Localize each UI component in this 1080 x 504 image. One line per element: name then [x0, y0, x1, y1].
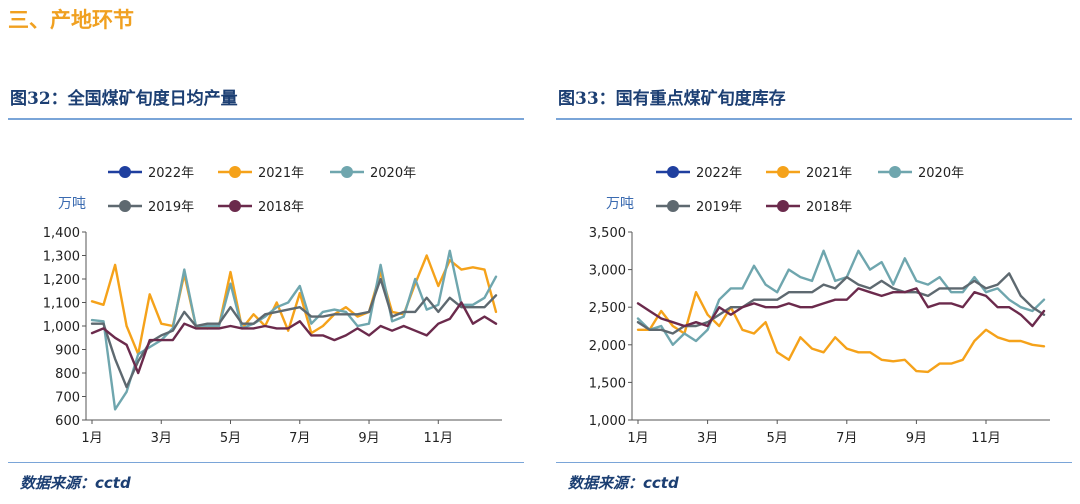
- y-tick-label: 3,500: [589, 226, 626, 241]
- y-axis-unit: 万吨: [58, 196, 86, 212]
- y-tick-label: 1,200: [43, 273, 80, 288]
- title-divider: [8, 118, 524, 120]
- legend-marker: [229, 166, 241, 178]
- x-tick-label: 7月: [836, 431, 857, 446]
- series-line: [90, 254, 498, 356]
- legend-marker: [777, 200, 789, 212]
- x-tick-label: 7月: [289, 431, 310, 446]
- chart-panel-inventory: 图33：国有重点煤矿旬度库存 2022年 2021年 2020年 2019年 2018年…: [556, 84, 1072, 494]
- chart-panel-production: 图32：全国煤矿旬度日均产量 2022年 2021年 2020年 2019年 2018年…: [8, 84, 524, 494]
- y-tick-label: 900: [55, 344, 80, 359]
- series-line: [90, 249, 498, 411]
- x-tick-label: 11月: [424, 431, 454, 446]
- y-tick-label: 700: [55, 391, 80, 406]
- x-tick-label: 3月: [697, 431, 718, 446]
- y-tick-label: 2,500: [589, 301, 626, 316]
- legend-marker: [119, 166, 131, 178]
- x-tick-label: 5月: [767, 431, 788, 446]
- data-source: 数据来源：cctd: [20, 474, 131, 492]
- series-line: [636, 249, 1046, 347]
- x-tick-label: 9月: [906, 431, 927, 446]
- legend-marker: [889, 166, 901, 178]
- data-source: 数据来源：cctd: [568, 474, 679, 492]
- inventory-line-chart: 2022年 2021年 2020年 2019年 2018年 万吨 1,000 1,500 2,0…: [589, 166, 1050, 446]
- x-tick-label: 1月: [627, 431, 648, 446]
- legend-label: 2020年: [370, 166, 416, 181]
- series-line: [90, 277, 498, 389]
- x-tick-label: 1月: [81, 431, 102, 446]
- legend-item: 2018年: [766, 200, 852, 215]
- y-tick-label: 1,100: [43, 297, 80, 312]
- title-divider: [556, 118, 1072, 120]
- y-tick-label: 3,000: [589, 264, 626, 279]
- chart-title: 图32：全国煤矿旬度日均产量: [10, 89, 238, 109]
- legend-item: 2019年: [656, 200, 742, 215]
- y-tick-label: 1,400: [43, 226, 80, 241]
- chart-title: 图33：国有重点煤矿旬度库存: [558, 89, 786, 109]
- legend-marker: [229, 200, 241, 212]
- legend-marker: [119, 200, 131, 212]
- legend-item: 2018年: [218, 200, 304, 215]
- bottom-divider: [8, 462, 524, 463]
- legend-label: 2019年: [696, 200, 742, 215]
- x-tick-label: 11月: [971, 431, 1001, 446]
- legend-label: 2022年: [696, 166, 742, 181]
- legend-label: 2021年: [258, 166, 304, 181]
- legend-item: 2020年: [330, 166, 416, 181]
- x-tick-label: 3月: [151, 431, 172, 446]
- y-tick-label: 2,000: [589, 339, 626, 354]
- y-tick-label: 1,000: [589, 414, 626, 429]
- legend-marker: [341, 166, 353, 178]
- y-tick-label: 1,300: [43, 250, 80, 265]
- y-tick-label: 800: [55, 367, 80, 382]
- legend-marker: [667, 166, 679, 178]
- legend-item: 2021年: [766, 166, 852, 181]
- x-tick-label: 9月: [358, 431, 379, 446]
- legend-label: 2020年: [918, 166, 964, 181]
- y-axis-unit: 万吨: [606, 196, 634, 212]
- x-tick-label: 5月: [220, 431, 241, 446]
- legend-label: 2022年: [148, 166, 194, 181]
- y-tick-label: 1,000: [43, 320, 80, 335]
- y-tick-label: 600: [55, 414, 80, 429]
- legend-marker: [777, 166, 789, 178]
- bottom-divider: [556, 462, 1072, 463]
- y-tick-label: 1,500: [589, 376, 626, 391]
- series-line: [636, 272, 1046, 335]
- legend-item: 2022年: [108, 166, 194, 181]
- legend-label: 2019年: [148, 200, 194, 215]
- legend-marker: [667, 200, 679, 212]
- legend-label: 2018年: [258, 200, 304, 215]
- series-line: [636, 290, 1046, 374]
- legend-label: 2018年: [806, 200, 852, 215]
- production-line-chart: 2022年 2021年 2020年 2019年 2018年 万吨 600 700 800 900 1…: [43, 166, 502, 446]
- legend-item: 2019年: [108, 200, 194, 215]
- legend-item: 2021年: [218, 166, 304, 181]
- section-title: 三、产地环节: [8, 8, 134, 32]
- series-line: [90, 301, 498, 375]
- legend-item: 2022年: [656, 166, 742, 181]
- legend-label: 2021年: [806, 166, 852, 181]
- legend-item: 2020年: [878, 166, 964, 181]
- series-line: [636, 287, 1046, 328]
